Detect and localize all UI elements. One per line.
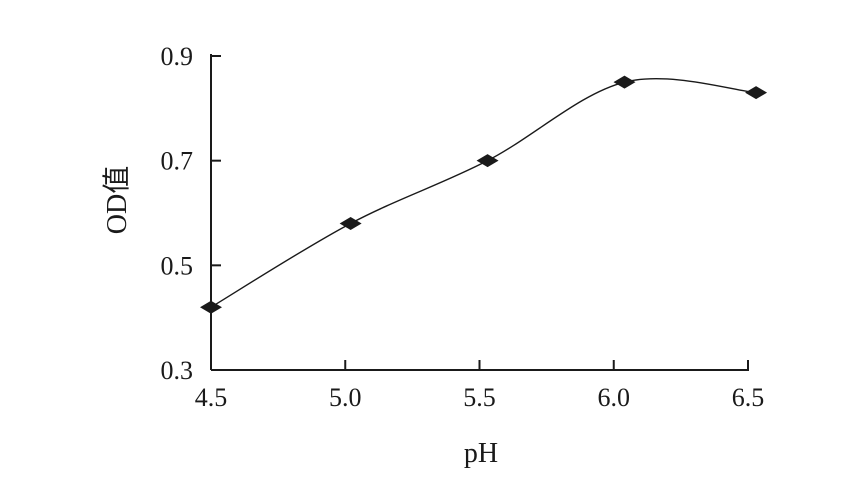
x-ticks: 4.5 5.0 5.5 6.0 6.5 bbox=[195, 360, 765, 412]
series-layer bbox=[200, 75, 768, 314]
y-tick-label: 0.3 bbox=[161, 356, 194, 385]
x-tick-label: 6.5 bbox=[732, 383, 765, 412]
x-tick-label: 5.0 bbox=[329, 383, 362, 412]
x-tick-label: 4.5 bbox=[195, 383, 228, 412]
data-point-marker bbox=[613, 75, 636, 89]
y-tick-label: 0.5 bbox=[161, 251, 194, 280]
data-point-marker bbox=[745, 86, 768, 100]
y-ticks: 0.3 0.5 0.7 0.9 bbox=[161, 42, 221, 385]
series-line bbox=[210, 78, 757, 308]
y-tick-label: 0.9 bbox=[161, 42, 194, 71]
x-tick-label: 5.5 bbox=[463, 383, 496, 412]
y-axis-title: OD值 bbox=[101, 166, 133, 234]
x-axis-title: pH bbox=[464, 438, 498, 469]
data-point-marker bbox=[339, 216, 362, 230]
x-tick-label: 6.0 bbox=[598, 383, 631, 412]
data-point-marker bbox=[476, 154, 499, 168]
data-point-marker bbox=[200, 300, 222, 314]
y-tick-label: 0.7 bbox=[161, 147, 194, 176]
axes bbox=[210, 54, 749, 371]
